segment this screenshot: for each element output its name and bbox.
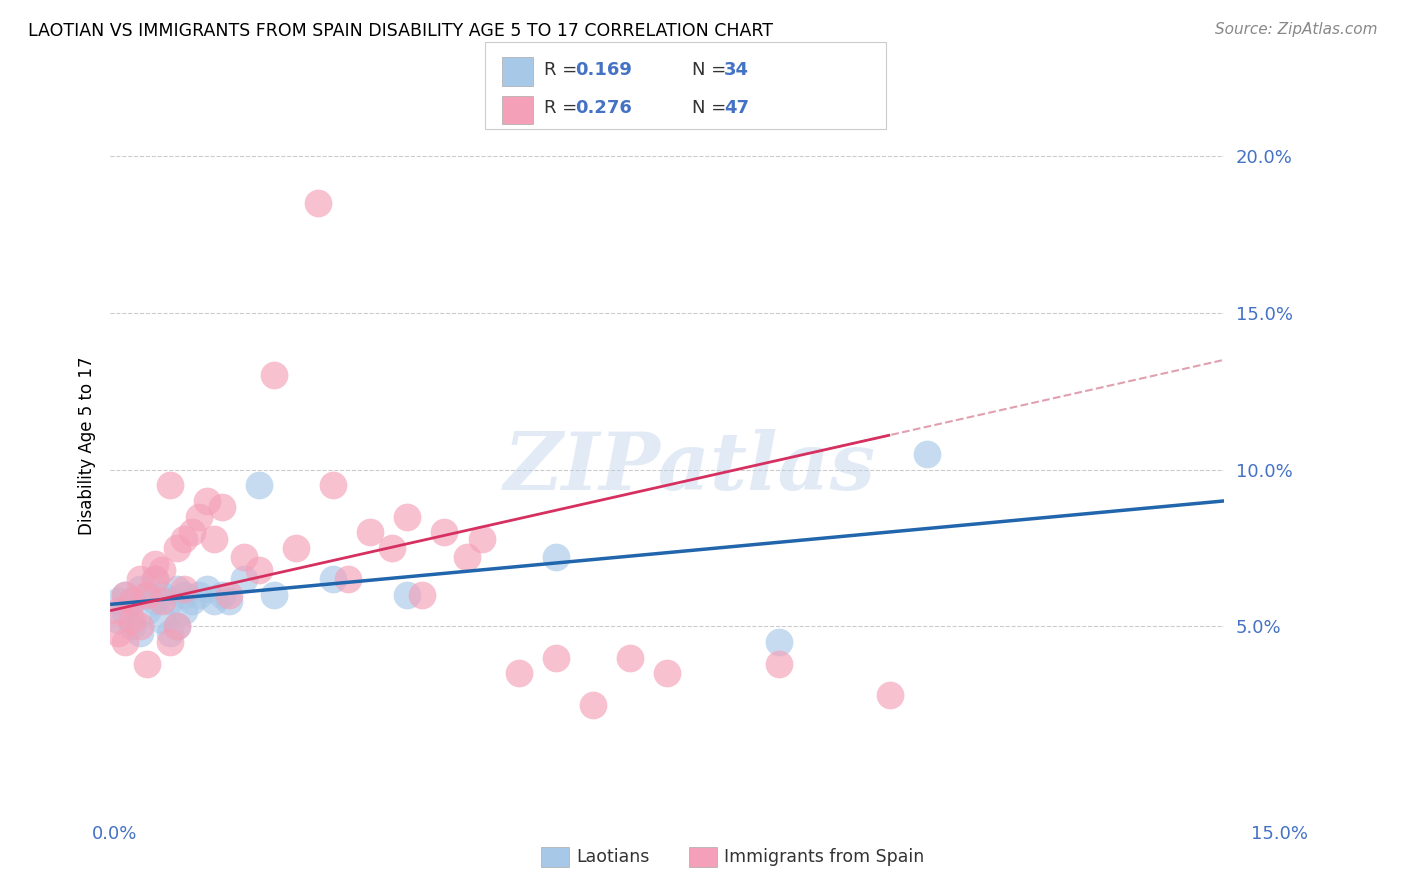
- Point: [381, 541, 404, 555]
- Point: [263, 368, 285, 383]
- Point: [232, 572, 254, 586]
- Point: [166, 582, 188, 596]
- Point: [582, 698, 605, 712]
- Point: [114, 604, 136, 618]
- Point: [136, 604, 159, 618]
- Point: [136, 588, 159, 602]
- Text: 0.276: 0.276: [575, 99, 631, 117]
- Point: [166, 619, 188, 633]
- Point: [508, 666, 530, 681]
- Point: [211, 588, 233, 602]
- Text: N =: N =: [692, 61, 731, 78]
- Point: [544, 550, 567, 565]
- Text: R =: R =: [544, 99, 583, 117]
- Point: [150, 563, 173, 577]
- Point: [128, 619, 150, 633]
- Point: [121, 613, 143, 627]
- Point: [195, 582, 218, 596]
- Point: [107, 604, 129, 618]
- Point: [188, 509, 211, 524]
- Point: [173, 582, 195, 596]
- Text: Immigrants from Spain: Immigrants from Spain: [724, 848, 924, 866]
- Text: 47: 47: [724, 99, 749, 117]
- Point: [143, 594, 166, 608]
- Text: N =: N =: [692, 99, 731, 117]
- Point: [150, 613, 173, 627]
- Point: [359, 525, 381, 540]
- Point: [471, 532, 494, 546]
- Point: [114, 635, 136, 649]
- Point: [166, 541, 188, 555]
- Point: [121, 594, 143, 608]
- Point: [143, 572, 166, 586]
- Text: 0.169: 0.169: [575, 61, 631, 78]
- Point: [322, 572, 344, 586]
- Point: [107, 613, 129, 627]
- Point: [284, 541, 307, 555]
- Point: [159, 635, 181, 649]
- Text: Source: ZipAtlas.com: Source: ZipAtlas.com: [1215, 22, 1378, 37]
- Point: [136, 657, 159, 671]
- Text: Laotians: Laotians: [576, 848, 650, 866]
- Point: [114, 588, 136, 602]
- Point: [128, 582, 150, 596]
- Point: [247, 563, 270, 577]
- Text: 0.0%: 0.0%: [91, 825, 136, 843]
- Point: [232, 550, 254, 565]
- Point: [322, 478, 344, 492]
- Point: [768, 635, 790, 649]
- Point: [150, 588, 173, 602]
- Point: [396, 588, 419, 602]
- Point: [180, 594, 202, 608]
- Point: [411, 588, 433, 602]
- Point: [159, 625, 181, 640]
- Point: [143, 557, 166, 571]
- Point: [166, 619, 188, 633]
- Point: [195, 494, 218, 508]
- Point: [173, 532, 195, 546]
- Point: [307, 195, 329, 210]
- Point: [173, 604, 195, 618]
- Point: [263, 588, 285, 602]
- Text: ZIPatlas: ZIPatlas: [503, 429, 876, 507]
- Point: [247, 478, 270, 492]
- Point: [136, 588, 159, 602]
- Point: [336, 572, 359, 586]
- Point: [619, 650, 641, 665]
- Point: [107, 594, 129, 608]
- Point: [159, 478, 181, 492]
- Point: [879, 689, 901, 703]
- Point: [150, 594, 173, 608]
- Point: [107, 625, 129, 640]
- Point: [211, 500, 233, 515]
- Point: [121, 594, 143, 608]
- Point: [114, 588, 136, 602]
- Point: [128, 572, 150, 586]
- Point: [218, 594, 240, 608]
- Point: [433, 525, 456, 540]
- Point: [202, 532, 225, 546]
- Point: [396, 509, 419, 524]
- Text: LAOTIAN VS IMMIGRANTS FROM SPAIN DISABILITY AGE 5 TO 17 CORRELATION CHART: LAOTIAN VS IMMIGRANTS FROM SPAIN DISABIL…: [28, 22, 773, 40]
- Point: [159, 594, 181, 608]
- Point: [544, 650, 567, 665]
- Point: [128, 625, 150, 640]
- Point: [180, 525, 202, 540]
- Text: R =: R =: [544, 61, 583, 78]
- Text: 34: 34: [724, 61, 749, 78]
- Point: [188, 588, 211, 602]
- Point: [121, 619, 143, 633]
- Text: 15.0%: 15.0%: [1250, 825, 1308, 843]
- Y-axis label: Disability Age 5 to 17: Disability Age 5 to 17: [79, 357, 96, 535]
- Point: [917, 447, 939, 461]
- Point: [657, 666, 679, 681]
- Point: [456, 550, 478, 565]
- Point: [143, 572, 166, 586]
- Point: [202, 594, 225, 608]
- Point: [768, 657, 790, 671]
- Point: [218, 588, 240, 602]
- Point: [173, 588, 195, 602]
